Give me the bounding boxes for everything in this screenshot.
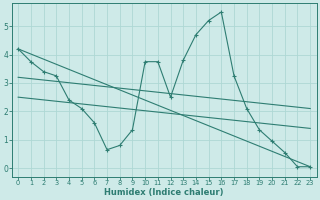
X-axis label: Humidex (Indice chaleur): Humidex (Indice chaleur) bbox=[104, 188, 224, 197]
